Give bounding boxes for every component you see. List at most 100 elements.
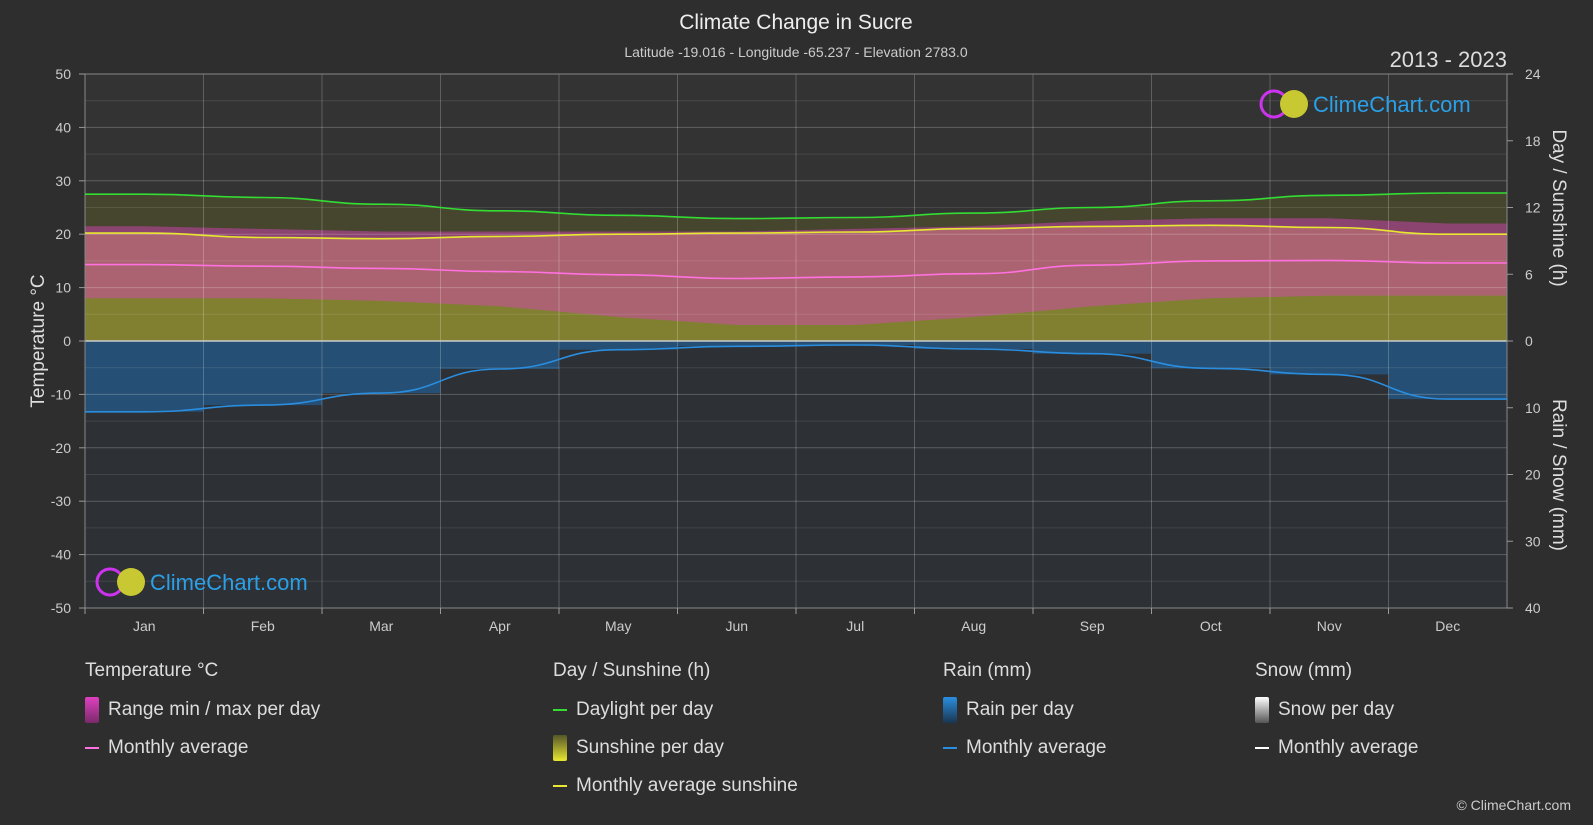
rain-bar <box>1270 341 1389 375</box>
month-tick-label: Sep <box>1080 618 1105 634</box>
snow-swatch <box>1255 697 1269 723</box>
temperature-average-line <box>85 259 1507 280</box>
month-tick-label: Apr <box>489 618 511 634</box>
right-bottom-tick-label: 40 <box>1525 600 1541 616</box>
legend-rain-per-day: Rain per day <box>943 697 1106 723</box>
month-tick-label: May <box>605 618 631 634</box>
logo-sun-icon <box>117 568 145 596</box>
sunshine-avg-swatch <box>553 785 567 787</box>
rain-bar <box>559 341 678 350</box>
legend-snow-avg-label: Monthly average <box>1278 737 1419 758</box>
rain-bar <box>203 341 322 406</box>
rain-bar <box>1151 341 1270 369</box>
right-top-tick-label: 24 <box>1525 66 1541 82</box>
legend-temp-avg-label: Monthly average <box>108 737 249 758</box>
rain-avg-swatch <box>943 747 957 749</box>
left-tick-label: -40 <box>51 547 71 563</box>
rain-bar <box>85 341 204 412</box>
rain-swatch <box>943 697 957 723</box>
left-tick-label: 0 <box>63 333 71 349</box>
logo-bottom-text: ClimeChart.com <box>150 570 308 595</box>
chart-subtitle: Latitude -19.016 - Longitude -65.237 - E… <box>624 44 967 60</box>
legend-sunshine-avg: Monthly average sunshine <box>553 774 798 798</box>
sunshine-swatch <box>553 735 567 761</box>
legend-sunshine-label: Sunshine per day <box>576 737 724 758</box>
left-tick-label: 10 <box>55 280 71 296</box>
daylight-area <box>85 193 1507 341</box>
right-bottom-tick-label: 10 <box>1525 400 1541 416</box>
copyright: © ClimeChart.com <box>1456 797 1571 813</box>
legend-snow-avg: Monthly average <box>1255 736 1418 760</box>
rain-average-line <box>84 344 1507 413</box>
rain-bar <box>796 341 915 345</box>
legend-snow-per-day: Snow per day <box>1255 697 1418 723</box>
rain-bar <box>322 341 441 394</box>
temp-avg-swatch <box>85 747 99 749</box>
left-tick-label: 50 <box>55 66 71 82</box>
logo-top: ClimeChart.com <box>1259 89 1471 119</box>
plot-area: 50 40 30 20 10 0 -10 -20 -30 -40 -50 24 18 12 6 0 10 20 30… <box>51 66 1541 634</box>
right-top-tick-label: 0 <box>1525 333 1533 349</box>
rain-bar <box>914 341 1033 349</box>
right-bottom-tick-label: 20 <box>1525 467 1541 483</box>
legend-rain-per-day-label: Rain per day <box>966 699 1074 720</box>
left-axis-title: Temperature °C <box>28 274 49 407</box>
rain-bar <box>677 341 796 347</box>
legend-rain-heading: Rain (mm) <box>943 660 1032 681</box>
rain-bar <box>1033 341 1152 354</box>
sunshine-average-line <box>84 224 1507 240</box>
month-tick-label: Jun <box>725 618 748 634</box>
left-tick-label: -50 <box>51 600 71 616</box>
left-tick-label: -10 <box>51 386 71 402</box>
legend-sun-heading: Day / Sunshine (h) <box>553 660 711 681</box>
month-tick-label: Nov <box>1317 618 1342 634</box>
month-tick-label: Feb <box>251 618 275 634</box>
right-top-tick-label: 6 <box>1525 266 1533 282</box>
right-bottom-axis-title: Rain / Snow (mm) <box>1548 399 1569 551</box>
legend-temp-range-label: Range min / max per day <box>108 699 321 720</box>
right-top-axis-title: Day / Sunshine (h) <box>1548 129 1569 286</box>
month-tick-label: Dec <box>1435 618 1460 634</box>
snow-avg-swatch <box>1255 747 1269 749</box>
legend-rain-avg-label: Monthly average <box>966 737 1107 758</box>
legend: Temperature °C Range min / max per day M… <box>0 660 1593 820</box>
temp-range-swatch <box>85 697 99 723</box>
legend-sunshine: Sunshine per day <box>553 735 798 761</box>
legend-sunshine-avg-label: Monthly average sunshine <box>576 775 798 796</box>
month-tick-label: Oct <box>1200 618 1222 634</box>
daylight-swatch <box>553 709 567 711</box>
left-tick-label: 40 <box>55 119 71 135</box>
month-tick-label: Mar <box>369 618 393 634</box>
left-tick-label: -20 <box>51 440 71 456</box>
legend-temp-range: Range min / max per day <box>85 697 321 723</box>
chart-title: Climate Change in Sucre <box>679 11 912 34</box>
sunshine-area <box>85 225 1507 341</box>
month-tick-label: Aug <box>961 618 986 634</box>
legend-temperature: Temperature °C Range min / max per day M… <box>85 660 320 774</box>
year-range: 2013 - 2023 <box>1390 47 1507 72</box>
logo-bottom: ClimeChart.com <box>95 567 308 597</box>
left-tick-label: 20 <box>55 226 71 242</box>
legend-snow-per-day-label: Snow per day <box>1278 699 1395 720</box>
left-tick-label: 30 <box>55 173 71 189</box>
legend-daylight: Daylight per day <box>553 698 798 722</box>
legend-snow: Snow (mm) Snow per day Monthly average <box>1255 660 1418 774</box>
legend-temperature-heading: Temperature °C <box>85 660 219 681</box>
legend-rain-avg: Monthly average <box>943 736 1106 760</box>
right-bottom-tick-label: 30 <box>1525 533 1541 549</box>
month-tick-label: Jan <box>133 618 156 634</box>
rain-bar <box>1388 341 1507 400</box>
right-top-tick-label: 18 <box>1525 133 1541 149</box>
right-top-tick-label: 12 <box>1525 200 1541 216</box>
logo-sun-icon <box>1280 90 1308 118</box>
temperature-range-band <box>85 218 1507 325</box>
legend-sun: Day / Sunshine (h) Daylight per day Suns… <box>553 660 798 812</box>
legend-snow-heading: Snow (mm) <box>1255 660 1353 681</box>
legend-daylight-label: Daylight per day <box>576 699 714 720</box>
logo-top-text: ClimeChart.com <box>1313 92 1471 117</box>
month-tick-label: Jul <box>846 618 864 634</box>
legend-rain: Rain (mm) Rain per day Monthly average <box>943 660 1106 774</box>
legend-temp-avg: Monthly average <box>85 736 320 760</box>
daylight-line <box>85 192 1507 220</box>
